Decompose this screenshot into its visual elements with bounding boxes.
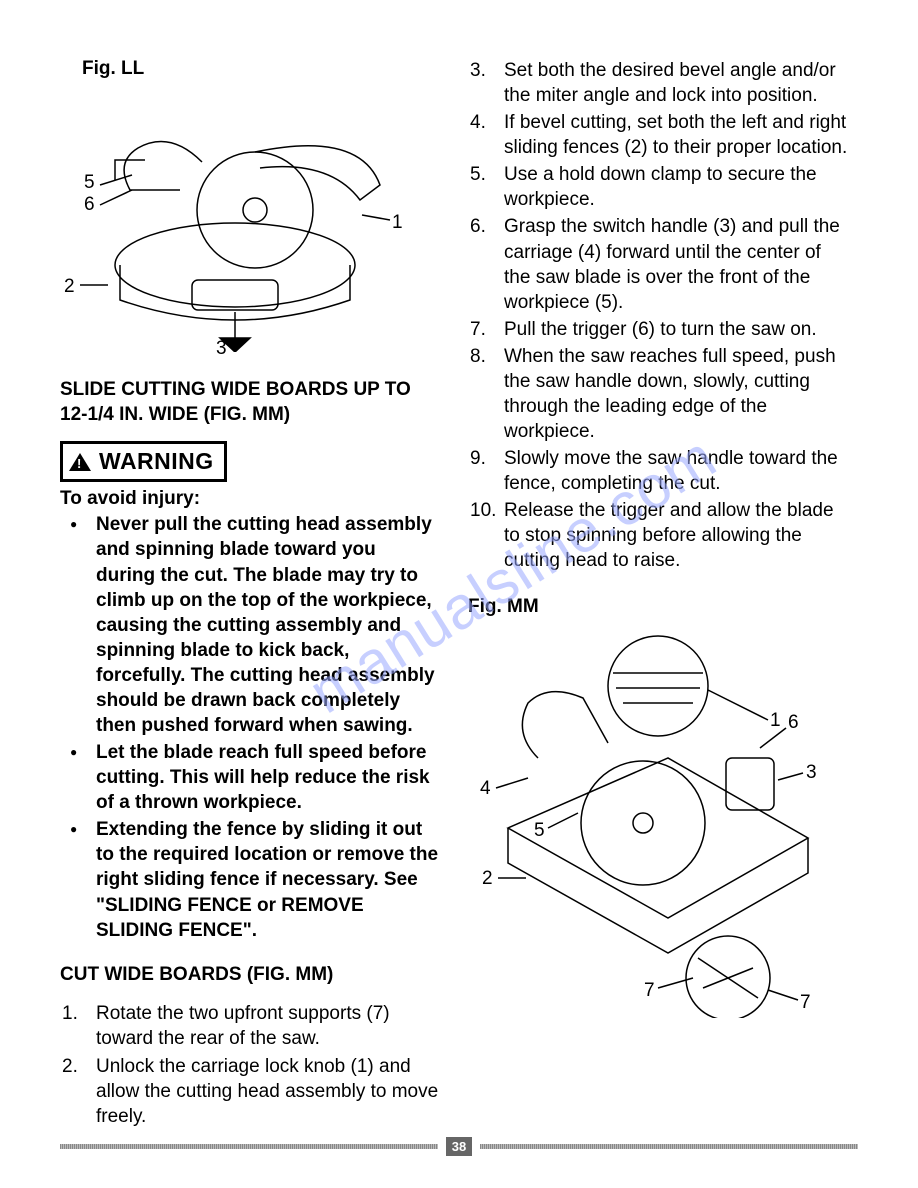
step-item: When the saw reaches full speed, push th… [468, 344, 848, 444]
warning-label: WARNING [99, 448, 214, 475]
bullet-item: Never pull the cutting head assembly and… [60, 512, 440, 738]
figure-ll-diagram [60, 90, 400, 352]
slide-cutting-heading: SLIDE CUTTING WIDE BOARDS UP TO 12-1/4 I… [60, 378, 440, 427]
warning-box: WARNING [60, 441, 227, 482]
callout-5: 5 [534, 820, 545, 842]
step-item: Slowly move the saw handle toward the fe… [468, 446, 848, 496]
callout-5: 5 [84, 172, 95, 194]
step-item: Set both the desired bevel angle and/or … [468, 58, 848, 108]
page-footer: 38 [60, 1137, 858, 1156]
step-item: Unlock the carriage lock knob (1) and al… [60, 1054, 440, 1129]
figure-mm-diagram [468, 628, 828, 1018]
callout-4: 4 [480, 778, 491, 800]
callout-6: 6 [84, 194, 95, 216]
step-item: Rotate the two upfront supports (7) towa… [60, 1001, 440, 1051]
bullet-item: Let the blade reach full speed before cu… [60, 740, 440, 815]
step-item: Release the trigger and allow the blade … [468, 498, 848, 573]
callout-7a: 7 [644, 980, 655, 1002]
steps-left: Rotate the two upfront supports (7) towa… [60, 1001, 440, 1128]
warning-lead: To avoid injury: [60, 488, 440, 510]
callout-1: 1 [392, 212, 403, 234]
right-column: Set both the desired bevel angle and/or … [468, 58, 848, 1131]
callout-1: 1 [770, 710, 781, 732]
step-item: Pull the trigger (6) to turn the saw on. [468, 317, 848, 342]
steps-right: Set both the desired bevel angle and/or … [468, 58, 848, 574]
page-number: 38 [446, 1137, 472, 1156]
footer-rule-right [480, 1144, 858, 1149]
step-item: Use a hold down clamp to secure the work… [468, 162, 848, 212]
callout-2: 2 [482, 868, 493, 890]
callout-3: 3 [216, 338, 227, 360]
warning-triangle-icon [69, 453, 91, 471]
fig-mm-label: Fig. MM [468, 596, 848, 618]
footer-rule-left [60, 1144, 438, 1149]
callout-3: 3 [806, 762, 817, 784]
cut-wide-heading: CUT WIDE BOARDS (FIG. MM) [60, 963, 440, 988]
figure-mm: 1 2 3 4 5 6 7 7 [468, 628, 808, 1018]
page-columns: Fig. LL [60, 58, 858, 1131]
callout-2: 2 [64, 276, 75, 298]
figure-ll: 1 2 3 5 6 [60, 90, 400, 352]
step-item: If bevel cutting, set both the left and … [468, 110, 848, 160]
bullet-item: Extending the fence by sliding it out to… [60, 817, 440, 942]
left-column: Fig. LL [60, 58, 440, 1131]
callout-7b: 7 [800, 992, 811, 1014]
step-item: Grasp the switch handle (3) and pull the… [468, 214, 848, 314]
warning-bullets: Never pull the cutting head assembly and… [60, 512, 440, 942]
fig-ll-label: Fig. LL [82, 58, 440, 80]
callout-6: 6 [788, 712, 799, 734]
